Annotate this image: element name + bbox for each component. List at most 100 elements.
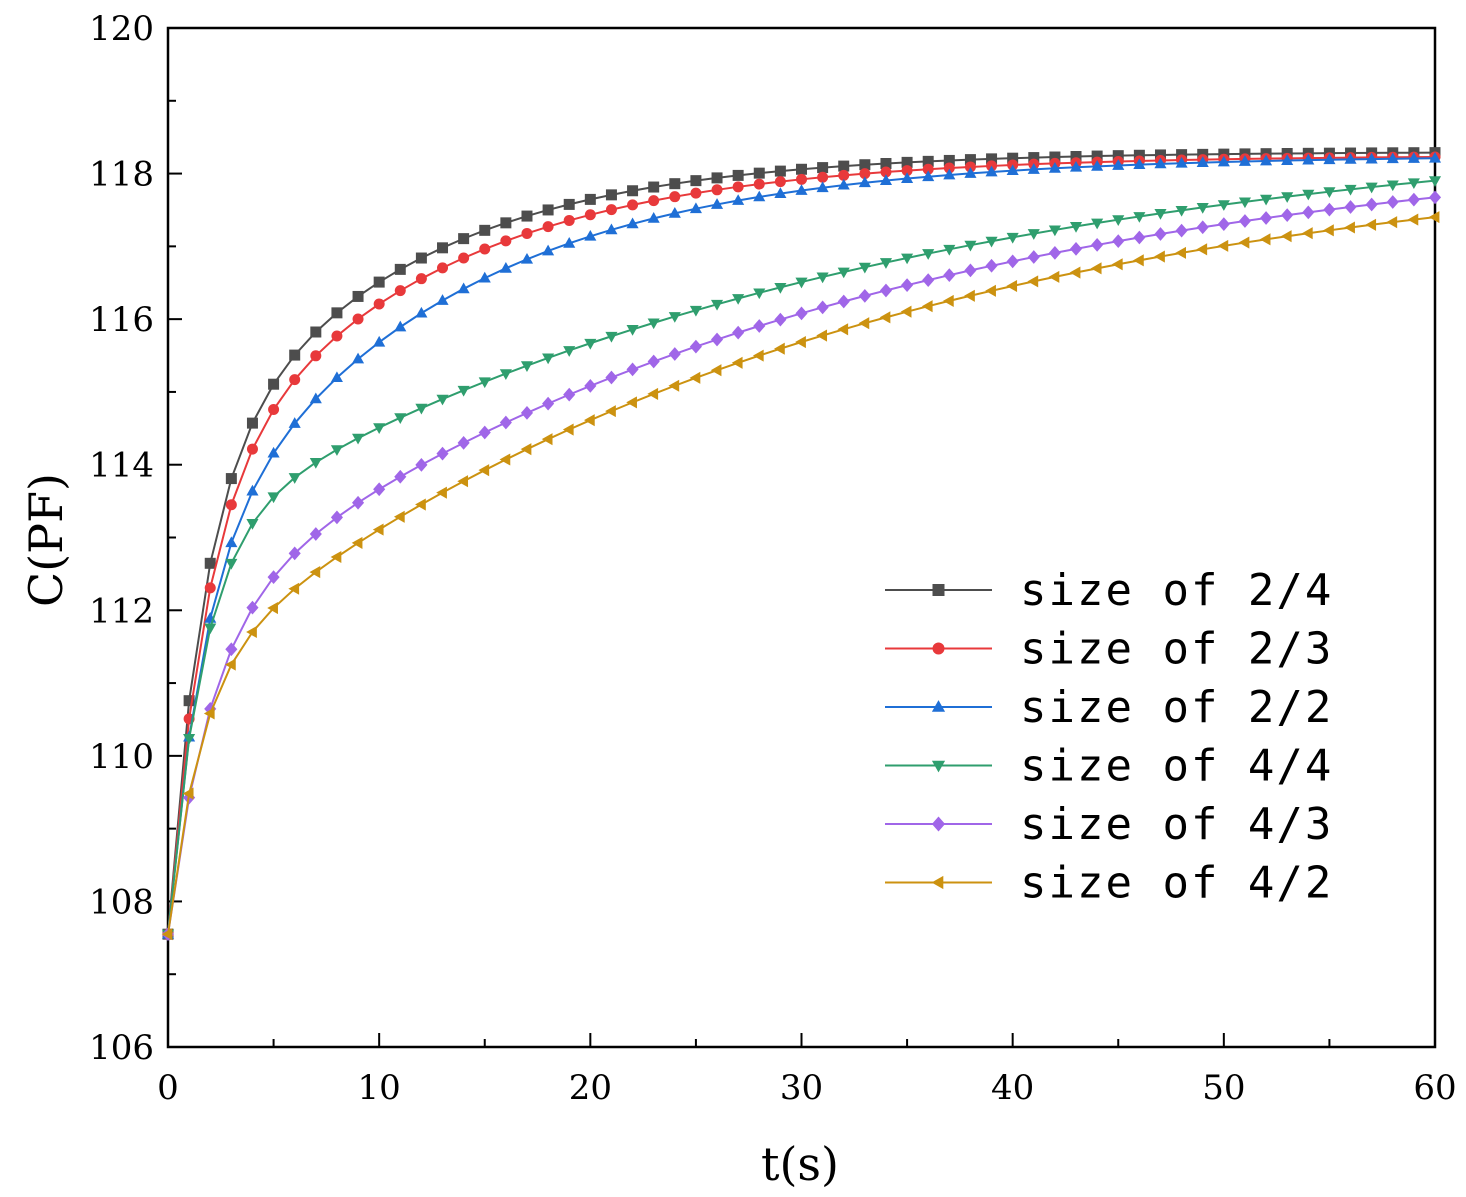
data-point — [1048, 245, 1061, 260]
data-point — [921, 300, 933, 313]
data-point — [309, 527, 322, 541]
data-point — [225, 473, 237, 485]
data-point — [922, 155, 934, 167]
data-point — [732, 169, 744, 181]
data-point — [1302, 205, 1315, 220]
series-layer — [161, 147, 1442, 942]
data-point — [457, 282, 470, 294]
data-point — [795, 306, 808, 321]
data-point — [584, 229, 597, 241]
data-point — [225, 642, 238, 657]
data-point — [267, 601, 278, 615]
data-point — [584, 193, 596, 205]
legend-marker — [931, 875, 944, 890]
data-point — [710, 198, 724, 209]
data-point — [415, 403, 428, 415]
y-tick-label: 116 — [89, 300, 154, 340]
data-point — [753, 288, 766, 300]
data-point — [817, 162, 829, 174]
data-point — [879, 283, 893, 298]
data-point — [183, 734, 196, 745]
data-point — [500, 235, 512, 247]
y-tick-label: 114 — [89, 446, 154, 486]
data-point — [732, 325, 745, 340]
data-point — [415, 458, 428, 472]
data-point — [858, 317, 870, 330]
data-point — [1091, 218, 1104, 230]
data-point — [267, 492, 280, 504]
x-axis-title: t(s) — [761, 1137, 839, 1191]
data-point — [753, 167, 765, 179]
data-point — [879, 311, 891, 324]
data-point — [1301, 227, 1313, 240]
data-point — [605, 223, 618, 235]
data-point — [225, 658, 236, 671]
data-point — [415, 252, 427, 264]
data-point — [668, 379, 680, 392]
data-point — [689, 371, 701, 384]
data-point — [1386, 216, 1398, 229]
data-point — [626, 217, 639, 229]
data-point — [394, 263, 406, 275]
data-point — [479, 224, 491, 236]
data-point — [626, 325, 639, 336]
data-point — [647, 318, 660, 330]
legend-label: size of 2/2 — [1020, 682, 1333, 733]
data-point — [710, 299, 724, 311]
data-point — [268, 378, 280, 390]
data-point — [858, 262, 871, 274]
data-point — [562, 423, 574, 436]
data-point — [1281, 208, 1294, 222]
data-point — [394, 413, 407, 425]
x-tick-label: 10 — [358, 1068, 401, 1108]
data-point — [457, 475, 469, 488]
data-point — [1260, 194, 1273, 206]
data-point — [288, 417, 301, 428]
data-point — [1154, 208, 1167, 220]
data-point — [859, 168, 871, 180]
data-point — [1091, 238, 1104, 252]
data-point — [838, 169, 850, 181]
data-point — [1344, 221, 1355, 234]
data-point — [837, 178, 850, 190]
data-point — [1196, 243, 1208, 256]
data-point — [858, 176, 871, 188]
legend-entry: size of 4/4 — [885, 741, 1331, 792]
x-tick-label: 40 — [991, 1068, 1034, 1108]
data-point — [1238, 197, 1251, 209]
data-point — [520, 361, 534, 372]
data-point — [204, 623, 217, 635]
data-point — [1259, 233, 1271, 246]
data-point — [1281, 154, 1294, 165]
data-point — [816, 300, 829, 315]
data-point — [817, 171, 829, 183]
data-point — [1027, 250, 1040, 264]
x-tick-label: 30 — [780, 1068, 823, 1108]
data-point — [1133, 230, 1146, 245]
data-point — [964, 240, 977, 252]
data-point — [880, 157, 892, 169]
data-point — [668, 312, 681, 323]
data-point — [1365, 197, 1378, 212]
data-point — [225, 499, 237, 511]
data-point — [985, 258, 998, 273]
data-point — [837, 323, 849, 336]
data-point — [731, 356, 743, 369]
data-point — [1428, 190, 1442, 205]
data-point — [204, 582, 216, 594]
data-point — [1091, 159, 1104, 171]
data-point — [964, 263, 977, 278]
data-point — [584, 414, 595, 427]
data-point — [267, 446, 280, 458]
data-point — [710, 364, 722, 377]
data-point — [1260, 211, 1273, 225]
data-point — [1112, 159, 1125, 170]
data-point — [521, 227, 533, 239]
data-point — [627, 185, 639, 197]
data-point — [1006, 232, 1019, 244]
data-point — [901, 278, 914, 293]
data-point — [351, 536, 363, 549]
data-point — [647, 387, 659, 400]
data-point — [1133, 212, 1146, 223]
data-point — [330, 371, 343, 383]
